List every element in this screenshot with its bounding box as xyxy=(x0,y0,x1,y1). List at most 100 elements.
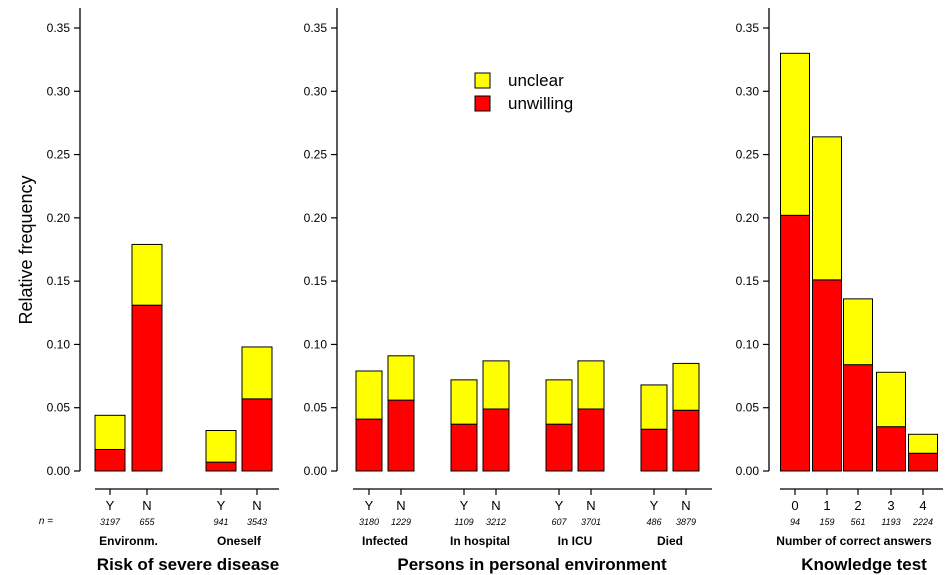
x-tick-label: N xyxy=(491,498,500,513)
legend-label-unclear: unclear xyxy=(508,71,564,90)
bar-unclear xyxy=(387,355,415,401)
bar-unwilling xyxy=(843,364,873,472)
bar-unwilling xyxy=(545,423,573,472)
bar-unwilling xyxy=(908,452,938,472)
n-label: 2224 xyxy=(912,517,933,527)
bar-unwilling xyxy=(241,398,273,472)
x-tick-label: N xyxy=(681,498,690,513)
y-tick-label: 0.15 xyxy=(304,274,328,288)
n-label: 3197 xyxy=(100,517,121,527)
x-axis-label: Number of correct answers xyxy=(776,534,932,548)
x-tick-label: Y xyxy=(106,498,115,513)
x-tick-label: N xyxy=(142,498,151,513)
legend-label-unwilling: unwilling xyxy=(508,94,573,113)
y-tick-label: 0.20 xyxy=(47,211,71,225)
group-label: In ICU xyxy=(558,534,593,548)
x-tick-label: N xyxy=(252,498,261,513)
n-label: 1193 xyxy=(881,517,900,527)
bar-unclear xyxy=(482,360,510,410)
x-tick-label: 2 xyxy=(854,498,861,513)
bar-unwilling xyxy=(131,304,163,472)
x-tick-label: 4 xyxy=(919,498,926,513)
bar-unclear xyxy=(94,414,126,450)
n-label: 94 xyxy=(790,517,800,527)
x-tick-label: Y xyxy=(365,498,374,513)
n-label: 607 xyxy=(551,517,567,527)
bar-unclear xyxy=(876,371,906,428)
n-label: 655 xyxy=(139,517,155,527)
bar-unclear xyxy=(908,433,938,454)
group-label: Environm. xyxy=(99,534,158,548)
bar-unwilling xyxy=(640,428,668,472)
y-tick-label: 0.15 xyxy=(47,274,71,288)
y-tick-label: 0.35 xyxy=(736,21,760,35)
y-tick-label: 0.30 xyxy=(304,84,328,98)
n-label: 3701 xyxy=(581,517,601,527)
y-tick-label: 0.25 xyxy=(736,148,760,162)
bar-unwilling xyxy=(355,418,383,472)
bar-unwilling xyxy=(876,426,906,472)
x-tick-label: Y xyxy=(217,498,226,513)
y-tick-label: 0.10 xyxy=(304,337,328,351)
y-tick-label: 0.30 xyxy=(736,84,760,98)
y-tick-label: 0.10 xyxy=(736,337,760,351)
y-tick-label: 0.30 xyxy=(47,84,71,98)
x-tick-label: Y xyxy=(460,498,469,513)
legend-swatch-unwilling xyxy=(474,95,491,112)
x-tick-label: N xyxy=(586,498,595,513)
n-label: 3543 xyxy=(247,517,267,527)
y-tick-label: 0.05 xyxy=(47,401,71,415)
n-label: 159 xyxy=(819,517,834,527)
y-tick-label: 0.00 xyxy=(736,464,760,478)
x-tick-label: Y xyxy=(650,498,659,513)
bar-unclear xyxy=(131,243,163,306)
bar-unclear xyxy=(780,52,810,216)
n-label: 3879 xyxy=(676,517,696,527)
n-label: 1229 xyxy=(391,517,411,527)
x-tick-label: N xyxy=(396,498,405,513)
x-tick-label: 0 xyxy=(791,498,798,513)
y-axis-label: Relative frequency xyxy=(16,175,36,324)
bar-unclear xyxy=(577,360,605,410)
legend-swatch-unclear xyxy=(474,72,491,89)
panel-title: Risk of severe disease xyxy=(97,555,279,574)
x-tick-label: 1 xyxy=(823,498,830,513)
y-tick-label: 0.20 xyxy=(304,211,328,225)
panel-title: Persons in personal environment xyxy=(397,555,667,574)
y-tick-label: 0.15 xyxy=(736,274,760,288)
y-tick-label: 0.00 xyxy=(47,464,71,478)
bar-unclear xyxy=(205,429,237,463)
bar-unclear xyxy=(545,379,573,425)
bar-unclear xyxy=(450,379,478,425)
y-tick-label: 0.10 xyxy=(47,337,71,351)
bar-unwilling xyxy=(387,399,415,472)
bar-unwilling xyxy=(450,423,478,472)
y-tick-label: 0.25 xyxy=(47,148,71,162)
bar-unwilling xyxy=(780,214,810,472)
n-label: 561 xyxy=(850,517,865,527)
bar-unwilling xyxy=(482,408,510,472)
bar-unclear xyxy=(241,346,273,400)
bar-unwilling xyxy=(672,409,700,472)
panel-title: Knowledge test xyxy=(801,555,927,574)
bar-unclear xyxy=(672,362,700,411)
bar-unwilling xyxy=(812,279,842,472)
bar-unclear xyxy=(355,370,383,420)
group-label: Oneself xyxy=(217,534,262,548)
group-label: Died xyxy=(657,534,683,548)
bar-unwilling xyxy=(577,408,605,472)
group-label: Infected xyxy=(362,534,408,548)
x-tick-label: 3 xyxy=(887,498,894,513)
n-label: 1109 xyxy=(454,517,473,527)
y-tick-label: 0.35 xyxy=(47,21,71,35)
bar-unclear xyxy=(812,136,842,281)
n-label: 3180 xyxy=(359,517,379,527)
bar-unclear xyxy=(843,298,873,366)
group-label: In hospital xyxy=(450,534,510,548)
n-label: 941 xyxy=(213,517,228,527)
bar-unwilling xyxy=(205,461,237,472)
y-tick-label: 0.35 xyxy=(304,21,328,35)
x-tick-label: Y xyxy=(555,498,564,513)
n-label: 486 xyxy=(646,517,661,527)
